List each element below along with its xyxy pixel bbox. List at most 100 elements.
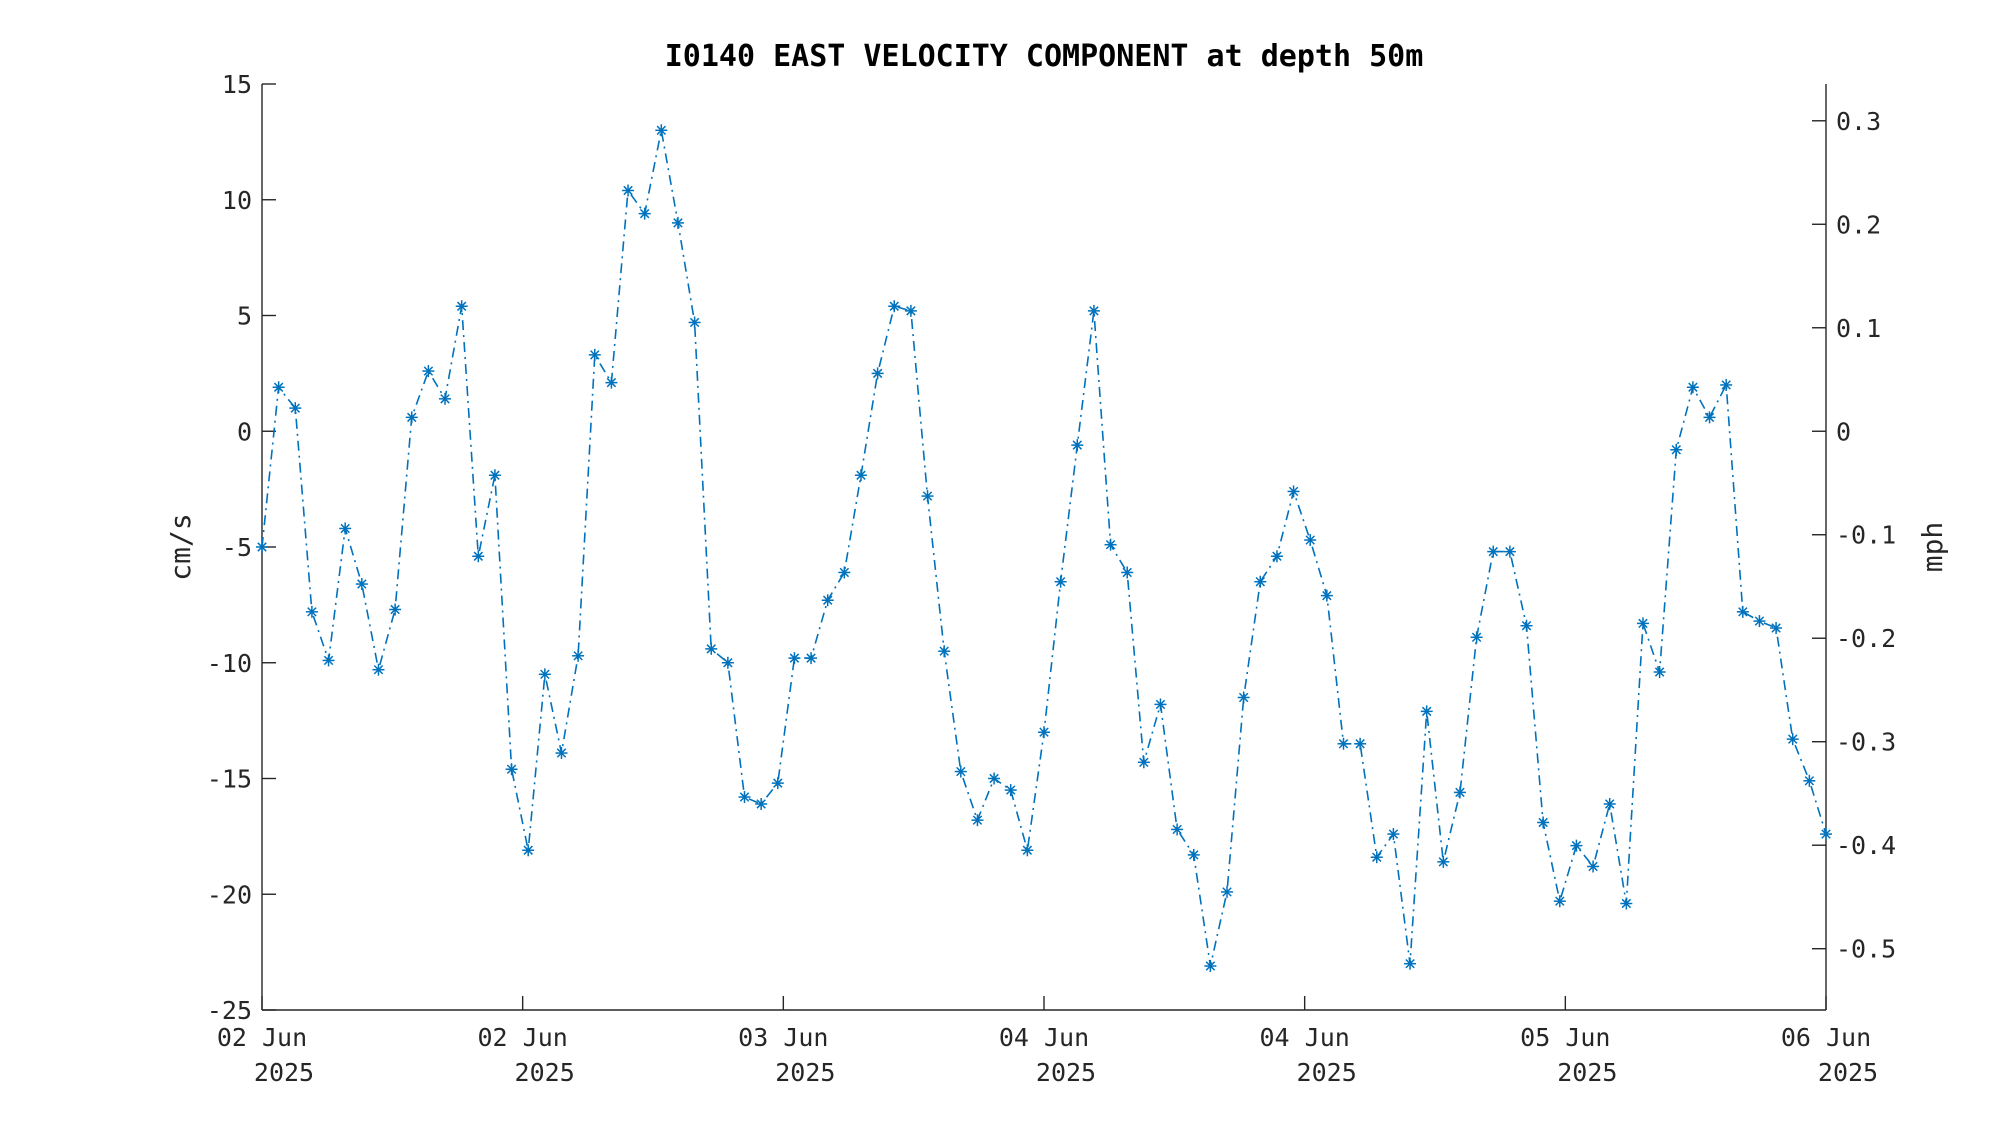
data-point (1453, 786, 1466, 799)
data-point (788, 652, 801, 665)
data-point (1154, 698, 1167, 711)
x-tick-day: 04 Jun (1260, 1023, 1350, 1052)
y-tick-label: -25 (207, 996, 252, 1025)
data-point (688, 316, 701, 329)
data-point (1553, 895, 1566, 908)
y-tick-label: 5 (237, 302, 252, 331)
y2-tick-label: -0.4 (1836, 831, 1896, 860)
data-point (505, 763, 518, 776)
data-point (455, 300, 468, 313)
data-point (1437, 855, 1450, 868)
data-point (1337, 737, 1350, 750)
y-tick-label: -15 (207, 765, 252, 794)
data-point (1404, 957, 1417, 970)
data-point (1104, 538, 1117, 551)
x-tick-day: 05 Jun (1520, 1023, 1610, 1052)
data-point (1703, 411, 1716, 424)
data-point (938, 645, 951, 658)
data-point (1620, 897, 1633, 910)
data-point (805, 652, 818, 665)
data-point (572, 649, 585, 662)
data-point (538, 668, 551, 681)
data-point (422, 365, 435, 378)
data-point (1354, 737, 1367, 750)
data-point (1221, 885, 1234, 898)
left-y-ticks: 15 10 5 0 -5 -10 -15 -20 -25 (207, 70, 276, 1025)
data-point (1204, 960, 1217, 973)
x-tick-day: 06 Jun (1781, 1023, 1871, 1052)
y-axis-label: cm/s (164, 513, 197, 580)
data-point (1820, 828, 1832, 841)
x-tick-year: 2025 (1297, 1058, 1357, 1087)
data-point (1254, 575, 1267, 588)
x-ticks: 02 Jun 2025 02 Jun 2025 03 Jun 2025 04 Jun 2025… (217, 996, 1878, 1087)
data-point (1736, 605, 1749, 618)
data-point (671, 216, 684, 229)
data-point (289, 402, 302, 415)
data-point (755, 797, 768, 810)
data-point (1370, 851, 1383, 864)
data-point (888, 300, 901, 313)
data-point (305, 605, 318, 618)
data-point (1503, 545, 1516, 558)
data-point (1270, 550, 1283, 563)
data-point (904, 304, 917, 317)
data-point (522, 844, 535, 857)
data-point (439, 392, 452, 405)
y2-tick-label: -0.3 (1836, 728, 1896, 757)
data-point (1171, 823, 1184, 836)
data-point (771, 777, 784, 790)
data-point (1720, 378, 1733, 391)
y2-tick-label: -0.2 (1836, 624, 1896, 653)
data-point (638, 207, 651, 220)
y2-tick-label: -0.1 (1836, 521, 1896, 550)
data-point (655, 124, 668, 137)
data-point (705, 642, 718, 655)
data-point (339, 522, 352, 535)
y-tick-label: -10 (207, 649, 252, 678)
data-point (971, 814, 984, 827)
x-tick-day: 03 Jun (738, 1023, 828, 1052)
data-point (1287, 485, 1300, 498)
data-point (1470, 631, 1483, 644)
data-point (1803, 774, 1816, 787)
data-point (1087, 304, 1100, 317)
chart-title: I0140 EAST VELOCITY COMPONENT at depth 5… (665, 39, 1424, 74)
data-point (1320, 589, 1333, 602)
x-tick-day: 02 Jun (478, 1023, 568, 1052)
series-line (261, 130, 1827, 967)
data-point (355, 578, 368, 591)
data-point (256, 541, 268, 553)
y2-tick-label: 0.1 (1836, 314, 1881, 343)
y-tick-label: -20 (207, 880, 252, 909)
x-tick-day: 02 Jun (217, 1023, 307, 1052)
data-point (1004, 784, 1017, 797)
data-point (488, 469, 501, 482)
x-tick-year: 2025 (1557, 1058, 1617, 1087)
data-point (1304, 534, 1317, 547)
data-point (272, 381, 285, 394)
data-point (1071, 439, 1084, 452)
data-point (721, 656, 734, 669)
plot-area (256, 124, 1832, 973)
data-point (1387, 828, 1400, 841)
y-tick-label: 0 (237, 417, 252, 446)
data-point (1121, 566, 1134, 579)
right-y-ticks: 0.3 0.2 0.1 0 -0.1 -0.2 -0.3 -0.4 -0.5 (1812, 107, 1896, 964)
data-point (1570, 839, 1583, 852)
data-point (1054, 575, 1067, 588)
data-point (821, 594, 834, 607)
data-point (1520, 619, 1533, 632)
data-point (1753, 615, 1766, 628)
data-point (472, 550, 485, 563)
data-point (372, 663, 385, 676)
data-point (389, 603, 402, 616)
data-point (921, 490, 934, 503)
y2-tick-label: 0.2 (1836, 210, 1881, 239)
data-point (622, 184, 635, 197)
data-point (588, 348, 601, 361)
y2-tick-label: -0.5 (1836, 935, 1896, 964)
data-point (1021, 844, 1034, 857)
y-tick-label: 10 (222, 186, 252, 215)
